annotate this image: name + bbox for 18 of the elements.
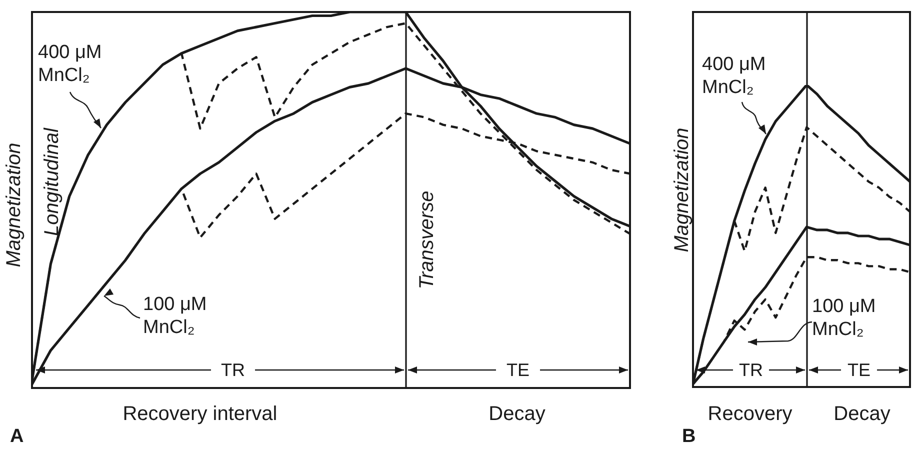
legend-label: 100 μM MnCl₂ [143,294,207,338]
annotation: TE [506,360,530,380]
text: 100 μM MnCl₂ [812,296,876,340]
y-axis-title: Magnetization [671,128,693,252]
x-axis-title: Recovery [708,403,792,425]
text: Decay [488,403,546,425]
annotation: TR [221,360,245,380]
annotation: Longitudinal [41,128,63,236]
x-axis-title: Recovery interval [122,403,278,425]
annotation: Transverse [416,190,438,290]
annotation: TR [739,360,763,380]
y-axis-title: Magnetization [3,142,25,268]
text: B [682,426,696,447]
series-label: 400 μM MnCl₂ [38,42,102,86]
series-label: 400 μM MnCl₂ [702,54,766,98]
text: Decay [834,403,890,425]
annotation: TE [847,360,871,380]
text: A [10,426,24,447]
